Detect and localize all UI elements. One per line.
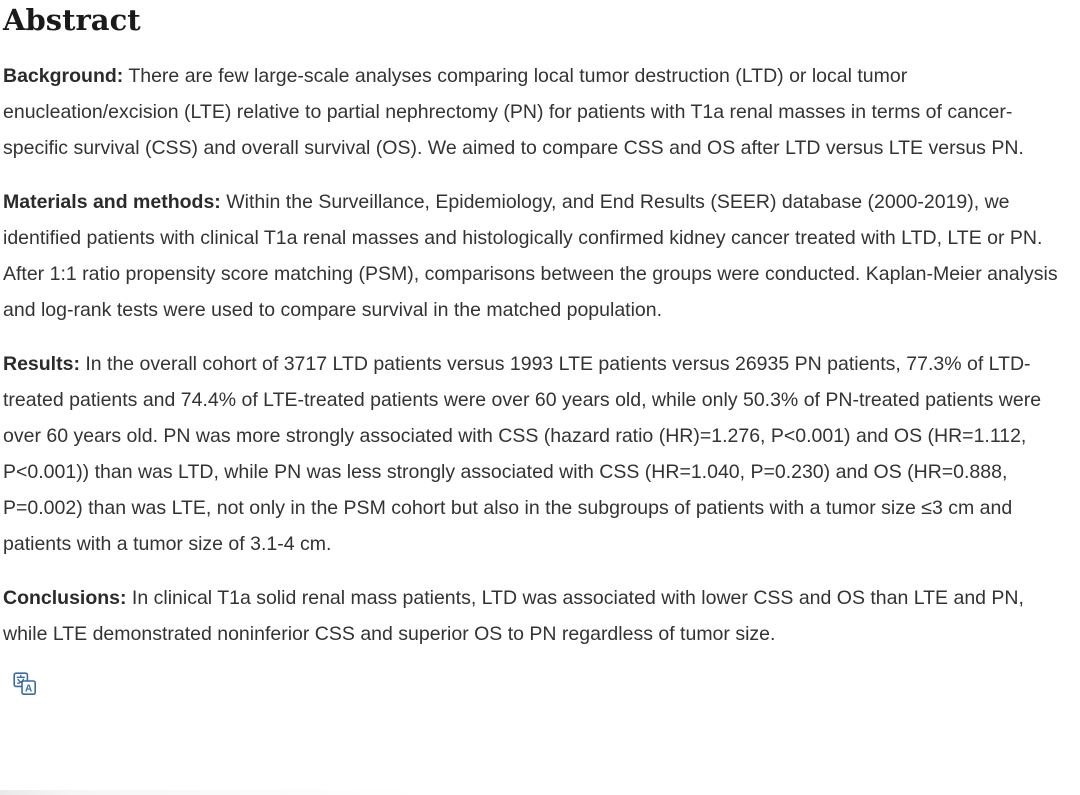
paragraph-text-results: In the overall cohort of 3717 LTD patien… bbox=[3, 353, 1042, 555]
paragraph-text-background: There are few large-scale analyses compa… bbox=[3, 65, 1024, 159]
translate-icon-svg: A bbox=[13, 672, 36, 695]
svg-text:A: A bbox=[25, 683, 32, 694]
paragraph-label-conclusions: Conclusions: bbox=[3, 587, 127, 609]
paragraph-label-results: Results: bbox=[3, 353, 80, 375]
paragraph-conclusions: Conclusions: In clinical T1a solid renal… bbox=[3, 580, 1070, 652]
paragraph-text-materials-methods: Within the Surveillance, Epidemiology, a… bbox=[3, 191, 1058, 321]
section-title: Abstract bbox=[3, 3, 141, 37]
page-bottom-divider bbox=[0, 790, 1080, 795]
paragraph-results: Results: In the overall cohort of 3717 L… bbox=[3, 346, 1070, 562]
paragraph-label-background: Background: bbox=[3, 65, 124, 87]
paragraph-materials-methods: Materials and methods: Within the Survei… bbox=[3, 184, 1070, 328]
paragraph-background: Background: There are few large-scale an… bbox=[3, 58, 1070, 166]
paragraph-label-materials-methods: Materials and methods: bbox=[3, 191, 221, 213]
paragraph-text-conclusions: In clinical T1a solid renal mass patient… bbox=[3, 587, 1024, 645]
translate-icon[interactable]: A bbox=[13, 672, 37, 696]
